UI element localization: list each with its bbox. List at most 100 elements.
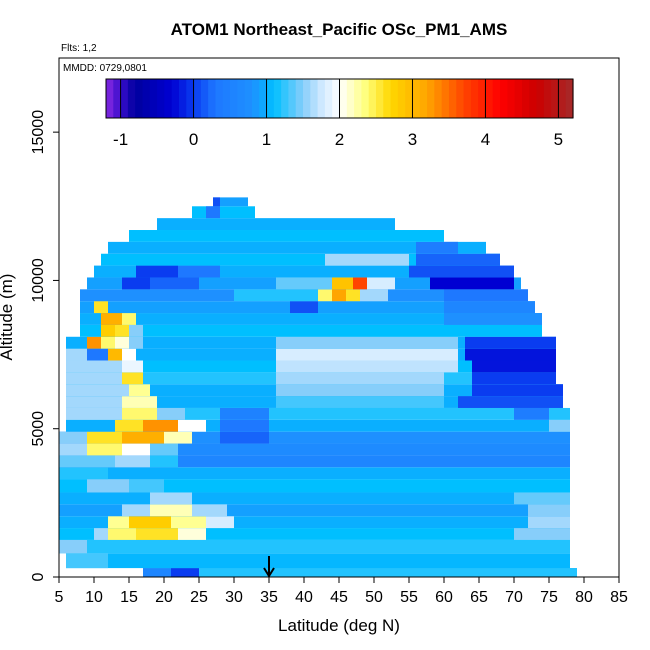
colorbar-segment	[361, 79, 370, 118]
colorbar-segment	[317, 79, 326, 118]
heatmap-cell	[59, 443, 570, 456]
heatmap-cell	[59, 467, 108, 480]
heatmap-cell	[465, 336, 556, 349]
heatmap-cell	[220, 419, 269, 432]
x-tick-label: 60	[435, 589, 453, 606]
heatmap-cell	[528, 516, 570, 529]
colorbar-segment	[171, 79, 180, 118]
colorbar-segment	[500, 79, 508, 118]
x-tick-label: 10	[85, 589, 103, 606]
heatmap-cell	[213, 197, 220, 207]
colorbar-tick-label: -1	[113, 130, 128, 149]
heatmap-cell	[122, 396, 157, 408]
heatmap-cell	[122, 443, 150, 456]
x-tick-label: 35	[260, 589, 278, 606]
colorbar-segment	[434, 79, 443, 118]
colorbar-tick-label: 2	[335, 130, 344, 149]
x-tick-label: 40	[295, 589, 313, 606]
heatmap-cell	[276, 360, 458, 373]
x-axis: 5 10 15 20 25 30 35 40 45 50 55 60 65 70 75 80 85	[55, 577, 628, 606]
colorbar-segment	[281, 79, 290, 118]
heatmap-cell	[59, 455, 570, 468]
heatmap-cell	[514, 492, 570, 505]
colorbar-segment	[222, 79, 231, 118]
colorbar-segment	[456, 79, 465, 118]
heatmap-cell	[59, 455, 115, 468]
y-tick-label: 5000	[30, 411, 47, 447]
heatmap-cell	[472, 360, 556, 373]
colorbar-segment	[427, 79, 435, 118]
heatmap-cell	[353, 277, 367, 290]
colorbar-segment	[543, 79, 552, 118]
heatmap-cell	[59, 539, 87, 554]
x-tick-label: 20	[155, 589, 173, 606]
heatmap-cell	[66, 396, 122, 408]
heatmap-cell	[101, 324, 115, 337]
colorbar-segment	[478, 79, 487, 118]
colorbar-segment	[142, 79, 151, 118]
colorbar-segment	[536, 79, 545, 118]
x-tick-label: 85	[610, 589, 628, 606]
colorbar-segment	[375, 79, 384, 118]
x-tick-label: 25	[190, 589, 208, 606]
colorbar-segment	[441, 79, 450, 118]
heatmap-cell	[178, 528, 206, 540]
colorbar-segment	[230, 79, 238, 118]
heatmap-cell	[59, 504, 570, 517]
heatmap-cell	[129, 336, 143, 349]
heatmap-cell	[66, 553, 570, 569]
heatmap-cell	[528, 504, 570, 517]
heatmap-cell	[122, 431, 164, 444]
heatmap-cell	[206, 516, 234, 529]
heatmap-cell	[101, 336, 115, 349]
x-tick-label: 15	[120, 589, 138, 606]
colorbar-segment	[266, 79, 275, 118]
colorbar-segment	[295, 79, 304, 118]
colorbar-segment	[339, 79, 348, 118]
colorbar-segment	[324, 79, 333, 118]
colorbar-segment	[127, 79, 136, 118]
heatmap-cell	[59, 516, 570, 529]
colorbar-segment	[514, 79, 523, 118]
colorbar-tick-label: 4	[481, 130, 490, 149]
heatmap-cell	[192, 504, 227, 517]
colorbar-segment	[448, 79, 457, 118]
heatmap-cell	[360, 289, 388, 302]
heatmap-cell	[101, 313, 122, 325]
heatmap-cell	[66, 407, 122, 420]
x-tick-label: 5	[55, 589, 64, 606]
colorbar-segment	[565, 79, 574, 118]
heatmap-cell	[129, 516, 171, 529]
heatmap-cell	[66, 419, 570, 432]
heatmap-cell	[276, 384, 444, 397]
heatmap-cell	[416, 253, 500, 266]
colorbar-segment	[332, 79, 341, 118]
colorbar-segment	[303, 79, 311, 118]
colorbar-segment	[157, 79, 165, 118]
heatmap-cell	[150, 492, 192, 505]
heatmap-cell	[318, 289, 332, 302]
x-tick-label: 65	[470, 589, 488, 606]
heatmap-cell	[66, 384, 129, 397]
heatmap-cell	[59, 467, 570, 480]
arrow-head	[263, 567, 275, 578]
colorbar-segment	[273, 79, 282, 118]
heatmap-cell	[290, 301, 318, 314]
heatmap-cell	[87, 479, 129, 493]
heatmap-cell	[87, 336, 101, 349]
heatmap-cell	[458, 396, 563, 408]
heatmap-cell	[178, 265, 220, 278]
heatmap-cell	[59, 431, 570, 444]
colorbar-segment	[397, 79, 406, 118]
colorbar-segment	[178, 79, 187, 118]
heatmap-cell	[66, 407, 570, 420]
colorbar-tick-label: 1	[262, 130, 271, 149]
colorbar-segment	[558, 79, 567, 118]
colorbar: -1 0 1 2 3 4 5	[105, 78, 574, 149]
heatmap-cell	[276, 277, 332, 290]
x-tick-label: 70	[505, 589, 523, 606]
colorbar-segment	[200, 79, 209, 118]
heatmap-cell	[115, 324, 129, 337]
heatmap-cell	[59, 431, 87, 444]
